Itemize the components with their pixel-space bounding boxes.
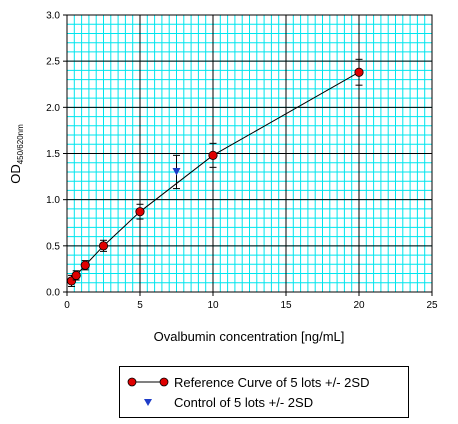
legend-control-label: Control of 5 lots +/- 2SD — [174, 394, 314, 410]
y-tick-label: 2.5 — [46, 57, 60, 68]
legend: Reference Curve of 5 lots +/- 2SD Contro… — [119, 366, 409, 418]
y-tick-label: 1.5 — [46, 149, 60, 160]
y-axis-title-main: OD — [8, 164, 23, 184]
x-axis-title: Ovalbumin concentration [ng/mL] — [154, 329, 345, 344]
y-tick-label: 1.0 — [46, 195, 60, 206]
axis-ticks — [63, 14, 433, 296]
chart: 0 5 10 15 20 25 0.0 0.5 1.0 1.5 2.0 2.5 3.0 Ovalbumi… — [8, 11, 438, 345]
legend-reference-symbol — [127, 377, 169, 387]
y-axis-title-subscript: 450/620nm — [16, 124, 25, 164]
y-tick-label: 0.0 — [46, 288, 60, 299]
data-point — [172, 167, 181, 176]
y-tick-label: 0.5 — [46, 241, 60, 252]
data-point — [71, 270, 81, 280]
y-axis-title: OD450/620nm — [8, 124, 25, 184]
legend-item-reference: Reference Curve of 5 lots +/- 2SD — [120, 373, 369, 391]
data-point — [80, 260, 90, 270]
series-layer — [66, 58, 364, 287]
legend-control-symbol — [144, 399, 152, 406]
y-tick-label: 2.0 — [46, 103, 60, 114]
y-tick-label: 3.0 — [46, 11, 60, 22]
x-tick-label: 0 — [64, 300, 70, 311]
data-point — [354, 67, 364, 77]
series-0 — [66, 58, 364, 287]
x-tick-label: 5 — [137, 300, 143, 311]
data-point — [208, 150, 218, 160]
data-point — [98, 241, 109, 251]
data-point — [135, 207, 145, 217]
tick-labels: 0 5 10 15 20 25 0.0 0.5 1.0 1.5 2.0 2.5 3.0 — [46, 11, 438, 312]
x-tick-label: 15 — [280, 300, 292, 311]
x-tick-label: 25 — [426, 300, 438, 311]
x-tick-label: 10 — [207, 300, 219, 311]
legend-reference-label: Reference Curve of 5 lots +/- 2SD — [174, 374, 370, 390]
series-1 — [172, 154, 181, 190]
x-tick-label: 20 — [353, 300, 365, 311]
legend-item-control: Control of 5 lots +/- 2SD — [120, 393, 313, 411]
